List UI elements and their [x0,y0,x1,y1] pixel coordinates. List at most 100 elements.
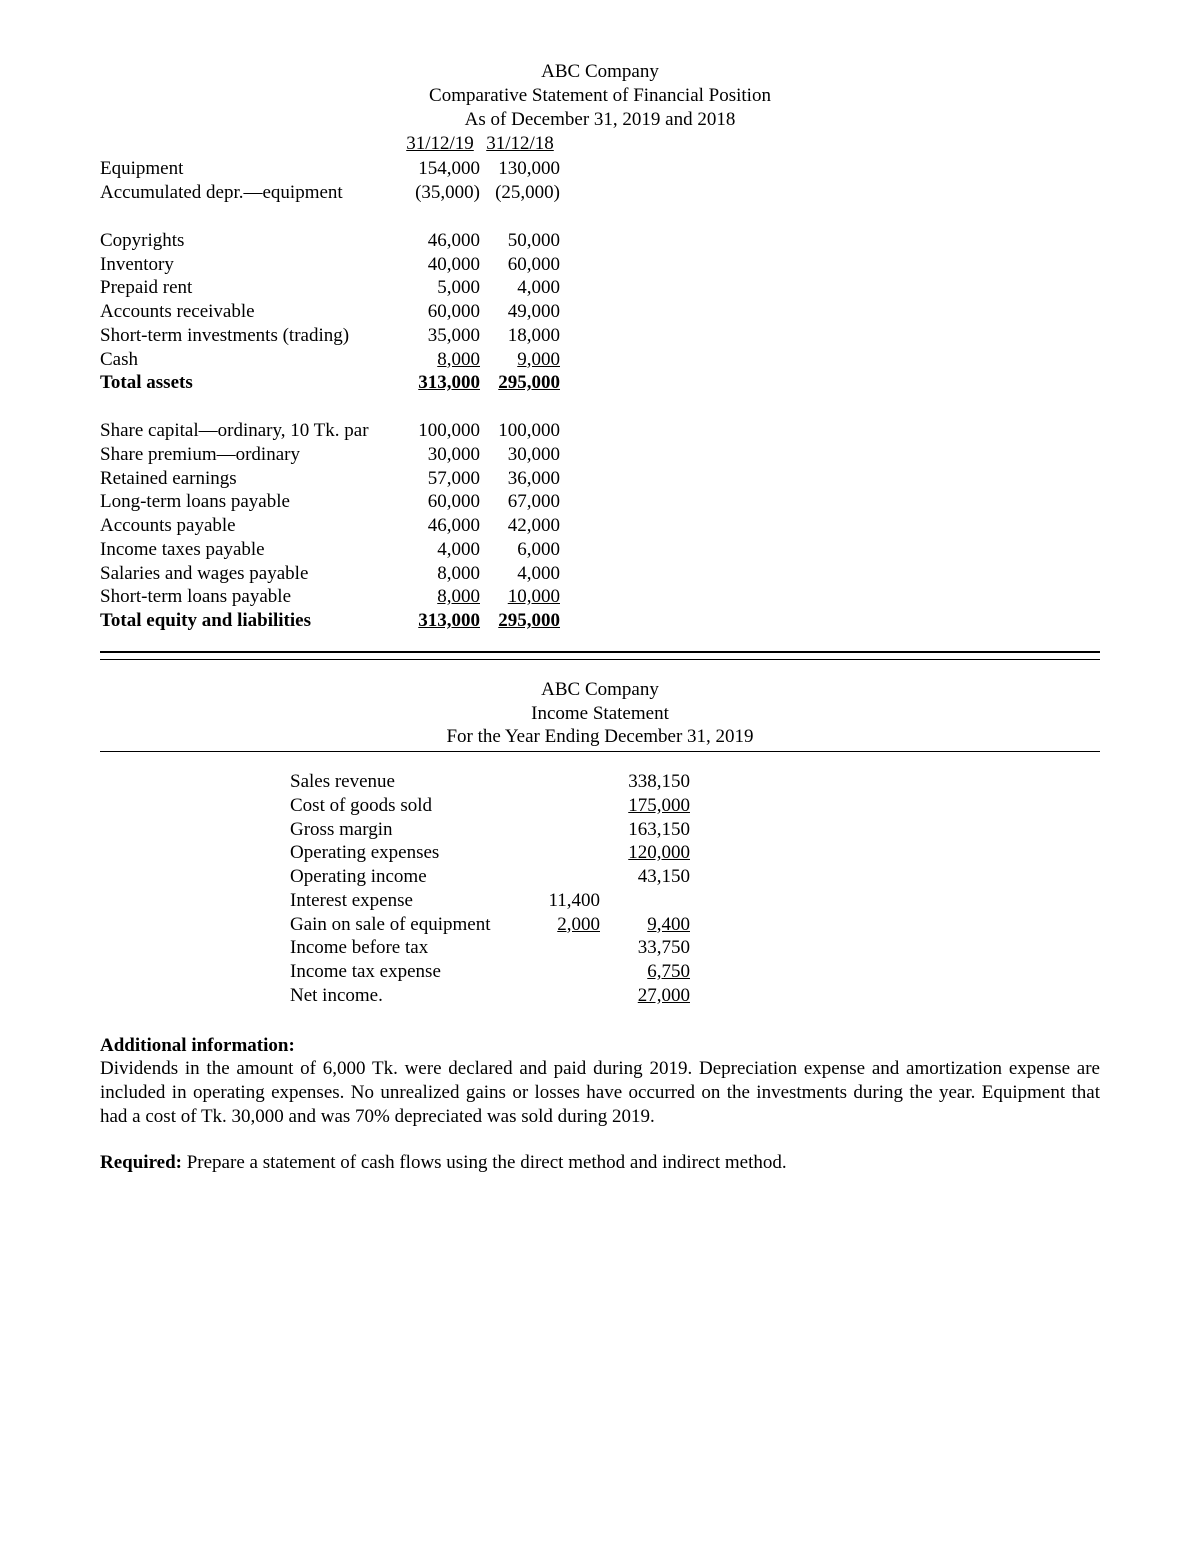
is-header-underline [100,751,1100,752]
row-label: Accumulated depr.—equipment [100,181,400,205]
bs-total-el-row: Total equity and liabilities 313,000 295… [100,609,1100,633]
bs-total-assets-label: Total assets [100,371,400,395]
row-label: Short-term loans payable [100,585,400,609]
row-value-2019: 4,000 [400,538,480,562]
table-row: Cash8,0009,000 [100,348,1100,372]
row-label: Share capital—ordinary, 10 Tk. par [100,419,400,443]
row-mid-value: 11,400 [530,889,600,913]
table-row: Short-term loans payable8,00010,000 [100,585,1100,609]
row-value-2019: 40,000 [400,253,480,277]
row-value-2018: (25,000) [480,181,560,205]
row-value [600,889,690,913]
table-row: Long-term loans payable60,00067,000 [100,490,1100,514]
row-label: Accounts payable [100,514,400,538]
table-row: Share premium—ordinary30,00030,000 [100,443,1100,467]
row-label: Long-term loans payable [100,490,400,514]
row-value-2019: 154,000 [400,157,480,181]
is-title: Income Statement [100,702,1100,726]
table-row: Equipment154,000130,000 [100,157,1100,181]
row-value-2018: 50,000 [480,229,560,253]
row-mid-value [530,936,600,960]
table-row: Accumulated depr.—equipment(35,000)(25,0… [100,181,1100,205]
is-table: Sales revenue338,150Cost of goods sold17… [290,770,1100,1008]
row-value-2019: (35,000) [400,181,480,205]
row-mid-value [530,770,600,794]
table-row: Cost of goods sold175,000 [290,794,1100,818]
table-row: Operating income 43,150 [290,865,1100,889]
table-row: Retained earnings57,00036,000 [100,467,1100,491]
bs-total-el-label: Total equity and liabilities [100,609,400,633]
row-value-2018: 6,000 [480,538,560,562]
row-value-2018: 130,000 [480,157,560,181]
table-row: Copyrights46,00050,000 [100,229,1100,253]
row-label: Share premium—ordinary [100,443,400,467]
page: ABC Company Comparative Statement of Fin… [0,0,1200,1553]
row-value-2018: 100,000 [480,419,560,443]
required-heading: Required: [100,1152,182,1173]
bs-total-el-v2: 295,000 [480,609,560,633]
is-header: ABC Company Income Statement For the Yea… [100,678,1100,752]
row-value-2019: 5,000 [400,276,480,300]
row-value-2018: 36,000 [480,467,560,491]
row-value-2019: 60,000 [400,490,480,514]
bs-total-el-v1: 313,000 [400,609,480,633]
row-label: Net income. [290,984,530,1008]
additional-info: Additional information: Dividends in the… [100,1034,1100,1129]
row-value-2018: 49,000 [480,300,560,324]
is-period: For the Year Ending December 31, 2019 [100,725,1100,749]
table-row: Interest expense11,400 [290,889,1100,913]
divider-2 [100,659,1100,660]
row-mid-value [530,794,600,818]
row-label: Operating expenses [290,841,530,865]
row-label: Operating income [290,865,530,889]
required: Required: Prepare a statement of cash fl… [100,1151,1100,1175]
row-value-2019: 8,000 [400,562,480,586]
bs-total-assets-v2: 295,000 [480,371,560,395]
row-label: Sales revenue [290,770,530,794]
table-row: Income tax expense6,750 [290,960,1100,984]
row-value: 163,150 [600,818,690,842]
row-value-2019: 57,000 [400,467,480,491]
row-value: 27,000 [600,984,690,1008]
row-label: Accounts receivable [100,300,400,324]
row-value-2018: 60,000 [480,253,560,277]
row-label: Salaries and wages payable [100,562,400,586]
row-label: Equipment [100,157,400,181]
bs-title: Comparative Statement of Financial Posit… [100,84,1100,108]
row-mid-value [530,818,600,842]
table-row: Income before tax 33,750 [290,936,1100,960]
row-value-2018: 18,000 [480,324,560,348]
row-value-2019: 8,000 [400,585,480,609]
row-label: Gain on sale of equipment [290,913,530,937]
table-row: Prepaid rent5,0004,000 [100,276,1100,300]
additional-info-text: Dividends in the amount of 6,000 Tk. wer… [100,1058,1100,1127]
table-row: Gain on sale of equipment2,0009,400 [290,913,1100,937]
row-value-2018: 10,000 [480,585,560,609]
row-value-2018: 30,000 [480,443,560,467]
row-mid-value [530,865,600,889]
row-label: Short-term investments (trading) [100,324,400,348]
row-label: Cash [100,348,400,372]
row-value-2019: 46,000 [400,514,480,538]
row-value: 33,750 [600,936,690,960]
row-value-2019: 30,000 [400,443,480,467]
table-row: Accounts receivable60,00049,000 [100,300,1100,324]
row-value-2018: 4,000 [480,276,560,300]
row-label: Income before tax [290,936,530,960]
table-row: Accounts payable46,00042,000 [100,514,1100,538]
row-value-2019: 8,000 [400,348,480,372]
row-value-2019: 100,000 [400,419,480,443]
bs-section-equity-liab: Share capital—ordinary, 10 Tk. par100,00… [100,419,1100,609]
bs-asof: As of December 31, 2019 and 2018 [100,108,1100,132]
row-mid-value [530,841,600,865]
table-row: Share capital—ordinary, 10 Tk. par100,00… [100,419,1100,443]
row-label: Retained earnings [100,467,400,491]
row-label: Prepaid rent [100,276,400,300]
table-row: Gross margin163,150 [290,818,1100,842]
row-value: 120,000 [600,841,690,865]
row-value: 43,150 [600,865,690,889]
required-text: Prepare a statement of cash flows using … [182,1152,787,1173]
table-row: Net income. 27,000 [290,984,1100,1008]
additional-info-heading: Additional information: [100,1035,295,1056]
row-value-2019: 35,000 [400,324,480,348]
